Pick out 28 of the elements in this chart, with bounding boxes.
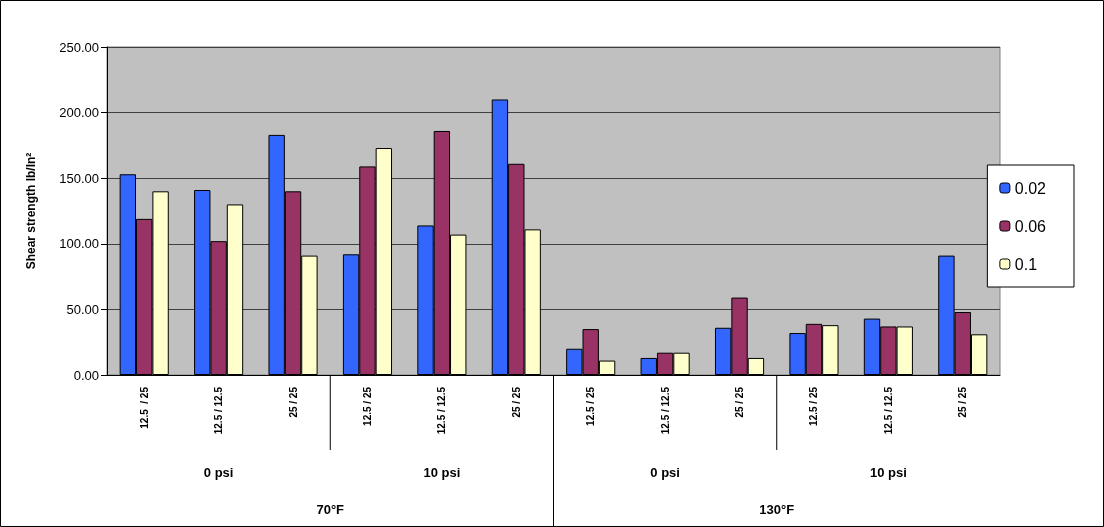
x-tick-label: 12.5 / 25: [138, 386, 150, 429]
x-tick-label: 12.5 / 12.5: [436, 386, 448, 435]
text: 70°F: [316, 501, 345, 517]
text: 130°F: [759, 501, 795, 517]
text: 10 psi: [423, 464, 461, 480]
x-tick-label: 12.5 / 25: [808, 386, 820, 426]
x-tick-label: 25 / 25: [734, 386, 746, 418]
text: 0 psi: [203, 464, 234, 480]
x-tick-label: 25 / 25: [510, 386, 522, 418]
legend-label: 0.1: [1014, 255, 1038, 273]
y-axis-title: Shear strength lb/In²: [24, 152, 38, 270]
y-tick-label: 250.00: [59, 39, 99, 55]
x-tick-label: 12.5 / 25: [361, 386, 373, 426]
y-tick-label: 50.00: [66, 301, 99, 317]
x-tick-label: 25 / 25: [287, 386, 299, 418]
x-tick-label: 12.5 / 12.5: [882, 386, 894, 435]
x-tick-label: 12.5 / 12.5: [213, 386, 225, 435]
x-tick-label: 12.5 / 25: [585, 386, 597, 426]
y-tick-label: 150.00: [59, 170, 99, 186]
legend-label: 0.06: [1014, 217, 1047, 235]
x-tick-label: 12.5 / 12.5: [659, 386, 671, 435]
legend-label: 0.02: [1014, 179, 1047, 197]
y-tick-label: 0.00: [73, 367, 99, 383]
text: 0 psi: [650, 464, 680, 480]
text: 10 psi: [869, 464, 907, 480]
x-tick-label: 25 / 25: [957, 386, 969, 418]
y-tick-label: 100.00: [59, 236, 99, 252]
y-tick-label: 200.00: [59, 105, 99, 121]
